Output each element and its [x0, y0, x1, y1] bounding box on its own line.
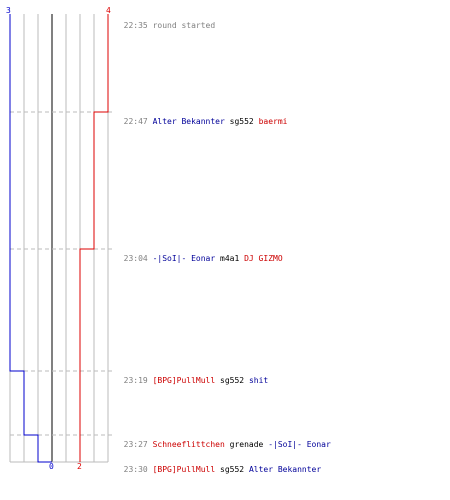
event-killer: Schneeflittchen	[152, 440, 225, 449]
event-victim: baermi	[258, 117, 288, 126]
grid-lines	[9, 14, 109, 463]
event-row-kill: 23:30 [BPG]PullMull sg552 Alter Bekannte…	[114, 455, 322, 475]
event-weapon: sg552	[220, 376, 245, 385]
team-a-line	[9, 14, 52, 463]
event-row-kill: 23:19 [BPG]PullMull sg552 shit	[114, 366, 269, 386]
event-row-round-start: 22:35 round started	[114, 11, 216, 31]
event-time: 23:04	[123, 254, 148, 263]
event-text: round started	[152, 21, 216, 30]
event-victim: DJ GIZMO	[244, 254, 283, 263]
team-b-start-score: 4	[106, 6, 111, 15]
event-victim: -|SoI|- Eonar	[268, 440, 331, 449]
event-weapon: sg552	[229, 117, 254, 126]
event-weapon: grenade	[229, 440, 264, 449]
team-b-end-score: 2	[77, 462, 82, 471]
team-a-start-score: 3	[6, 6, 11, 15]
event-time: 22:47	[123, 117, 148, 126]
event-time: 23:30	[123, 465, 148, 474]
event-row-kill: 22:47 Alter Bekannter sg552 baermi	[114, 107, 288, 127]
event-victim: shit	[248, 376, 269, 385]
team-b-line	[79, 14, 109, 462]
event-killer: Alter Bekannter	[152, 117, 225, 126]
team-a-end-score: 0	[49, 462, 54, 471]
event-guides	[10, 111, 112, 436]
event-weapon: m4a1	[220, 254, 240, 263]
event-victim: Alter Bekannter	[248, 465, 322, 474]
event-killer: [BPG]PullMull	[152, 465, 216, 474]
event-killer: [BPG]PullMull	[152, 376, 216, 385]
event-killer: -|SoI|- Eonar	[152, 254, 216, 263]
event-time: 23:27	[123, 440, 148, 449]
event-row-kill: 23:04 -|SoI|- Eonar m4a1 DJ GIZMO	[114, 244, 283, 264]
event-weapon: sg552	[220, 465, 245, 474]
event-row-kill: 23:27 Schneeflittchen grenade -|SoI|- Eo…	[114, 430, 331, 450]
event-time: 23:19	[123, 376, 148, 385]
event-time: 22:35	[123, 21, 148, 30]
